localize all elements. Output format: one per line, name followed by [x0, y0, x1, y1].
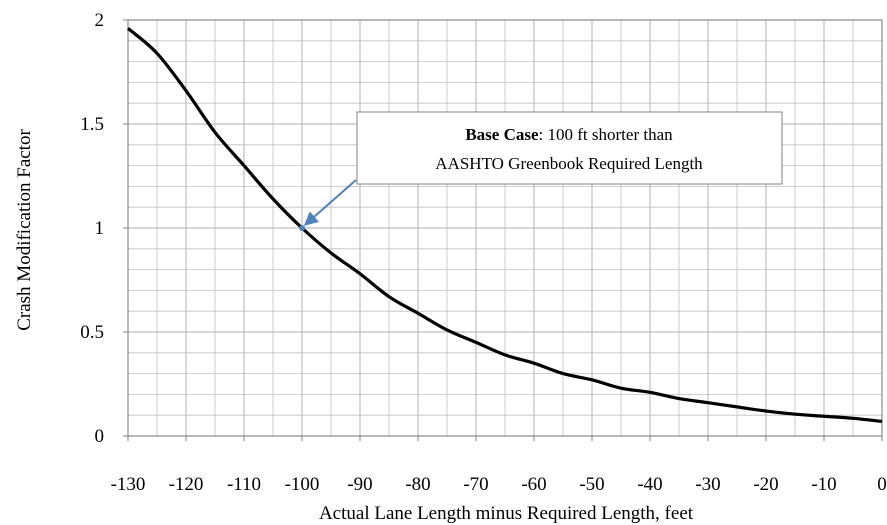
x-axis-title: Actual Lane Length minus Required Length… [319, 503, 694, 524]
y-tick-label: 0.5 [80, 322, 104, 343]
x-tick-label: -90 [347, 474, 372, 495]
x-tick-label: -130 [111, 474, 146, 495]
y-tick-label: 1 [95, 218, 105, 239]
annotation-line-2: AASHTO Greenbook Required Length [435, 154, 703, 173]
x-tick-label: -70 [463, 474, 488, 495]
x-tick-label: -50 [579, 474, 604, 495]
x-tick-label: -20 [753, 474, 778, 495]
x-tick-label: -100 [285, 474, 320, 495]
x-tick-label: -10 [811, 474, 836, 495]
x-tick-label: -60 [521, 474, 546, 495]
annotation-box [356, 111, 783, 185]
annotation-line-1: Base Case: 100 ft shorter than [465, 125, 673, 144]
x-tick-label: 0 [877, 474, 887, 495]
y-axis-title: Crash Modification Factor [14, 129, 35, 331]
base-case-annotation: Base Case: 100 ft shorter than AASHTO Gr… [299, 111, 783, 231]
y-tick-labels: 0 0.5 1 1.5 2 [80, 10, 104, 447]
y-tick-label: 2 [95, 10, 105, 31]
annotation-bold-label: Base Case [465, 125, 539, 144]
y-tick-label: 1.5 [80, 114, 104, 135]
series-group [126, 27, 883, 424]
x-tick-label: -80 [405, 474, 430, 495]
grid-lines [127, 19, 883, 437]
x-tick-label: -30 [695, 474, 720, 495]
annotation-arrow [303, 179, 357, 226]
cmf-series-line [126, 27, 883, 424]
x-tick-label: -110 [227, 474, 261, 495]
axes [123, 19, 883, 441]
y-tick-label: 0 [95, 426, 105, 447]
base-case-point [299, 225, 305, 231]
x-tick-label: -120 [169, 474, 204, 495]
annotation-line-1-rest: : 100 ft shorter than [539, 125, 674, 144]
x-tick-label: -40 [637, 474, 662, 495]
x-tick-labels: -130 -120 -110 -100 -90 -80 -70 -60 -50 -40 -30 -20… [111, 474, 887, 495]
